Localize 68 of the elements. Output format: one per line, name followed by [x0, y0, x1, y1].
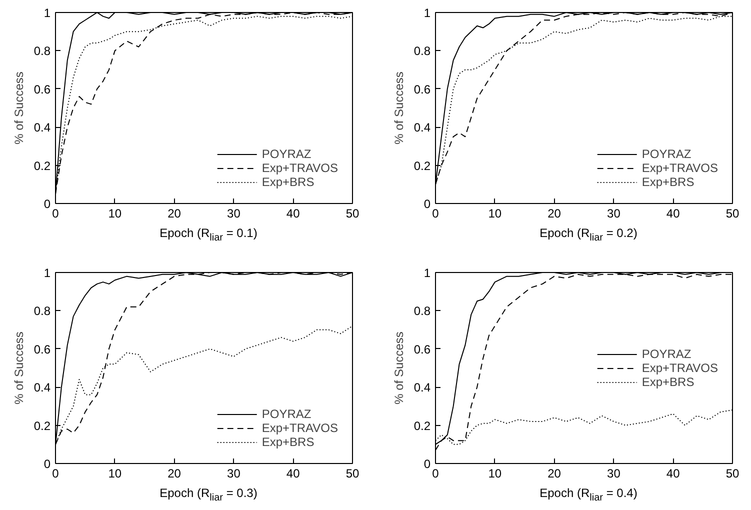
- x-tick-label: 30: [227, 206, 241, 220]
- x-axis-title: Epoch (R$_{liar}$ = 0.3): [158, 485, 258, 506]
- x-tick-label: 40: [286, 466, 300, 480]
- x-axis-title: Epoch (R$_{liar}$ = 0.4): [538, 485, 638, 506]
- x-tick-label: 50: [346, 466, 360, 480]
- y-tick-label: 0.4: [414, 120, 431, 135]
- y-tick-label: 0.2: [34, 418, 51, 433]
- x-tick-label: 20: [168, 466, 182, 480]
- legend-label: Exp+TRAVOS: [642, 360, 718, 374]
- y-tick-label: 0.2: [414, 418, 431, 433]
- y-tick-label: 0: [424, 457, 431, 471]
- legend-label: POYRAZ: [262, 147, 312, 161]
- legend-label: POYRAZ: [642, 147, 692, 161]
- y-tick-label: 0: [44, 457, 51, 471]
- legend-label: Exp+TRAVOS: [262, 421, 338, 435]
- x-tick-label: 40: [666, 206, 680, 220]
- y-tick-label: 0.4: [414, 380, 431, 395]
- x-tick-label: 10: [488, 206, 502, 220]
- y-tick-label: 0.2: [414, 158, 431, 173]
- x-tick-label: 50: [726, 206, 740, 220]
- x-tick-label: 30: [227, 466, 241, 480]
- x-tick-label: 50: [726, 466, 740, 480]
- x-tick-label: 50: [346, 206, 360, 220]
- y-tick-label: 0: [44, 197, 51, 211]
- x-tick-label: 0: [52, 206, 60, 220]
- y-tick-label: 1: [44, 6, 51, 20]
- y-tick-label: 1: [424, 266, 431, 280]
- x-tick-label: 0: [52, 466, 60, 480]
- x-tick-label: 0: [432, 466, 440, 480]
- x-tick-label: 40: [666, 466, 680, 480]
- y-tick-label: 0.6: [34, 342, 51, 356]
- x-tick-label: 20: [548, 466, 562, 480]
- legend-label: Exp+BRS: [262, 435, 314, 449]
- y-tick-label: 0.8: [414, 304, 431, 318]
- y-tick-label: 0.6: [414, 342, 431, 356]
- y-axis-title: % of Success: [392, 332, 406, 404]
- y-tick-label: 0.4: [34, 380, 51, 395]
- x-tick-label: 30: [607, 206, 621, 220]
- x-tick-label: 10: [488, 466, 502, 480]
- legend-label: POYRAZ: [642, 346, 692, 360]
- y-axis-title: % of Success: [392, 72, 406, 144]
- y-tick-label: 0.8: [414, 44, 431, 58]
- legend-label: Exp+TRAVOS: [262, 161, 338, 175]
- legend-label: Exp+BRS: [642, 374, 694, 388]
- y-axis-title: % of Success: [12, 72, 26, 144]
- legend-label: Exp+TRAVOS: [642, 161, 718, 175]
- legend-label: Exp+BRS: [642, 175, 694, 189]
- x-tick-label: 30: [607, 466, 621, 480]
- legend-label: Exp+BRS: [262, 175, 314, 189]
- x-axis-title: Epoch (R$_{liar}$ = 0.2): [538, 225, 638, 246]
- legend-label: POYRAZ: [262, 407, 312, 421]
- y-tick-label: 0.2: [34, 158, 51, 173]
- y-tick-label: 1: [44, 266, 51, 280]
- x-tick-label: 40: [286, 206, 300, 220]
- y-tick-label: 0.8: [34, 44, 51, 58]
- x-axis-title: Epoch (R$_{liar}$ = 0.1): [158, 225, 258, 246]
- y-tick-label: 0.8: [34, 304, 51, 318]
- y-tick-label: 0.4: [34, 120, 51, 135]
- x-tick-label: 10: [108, 466, 122, 480]
- y-tick-label: 0.6: [414, 82, 431, 96]
- y-axis-title: % of Success: [12, 332, 26, 404]
- x-tick-label: 20: [168, 206, 182, 220]
- y-tick-label: 1: [424, 6, 431, 20]
- y-tick-label: 0.6: [34, 82, 51, 96]
- y-tick-label: 0: [424, 197, 431, 211]
- x-tick-label: 10: [108, 206, 122, 220]
- x-tick-label: 20: [548, 206, 562, 220]
- x-tick-label: 0: [432, 206, 440, 220]
